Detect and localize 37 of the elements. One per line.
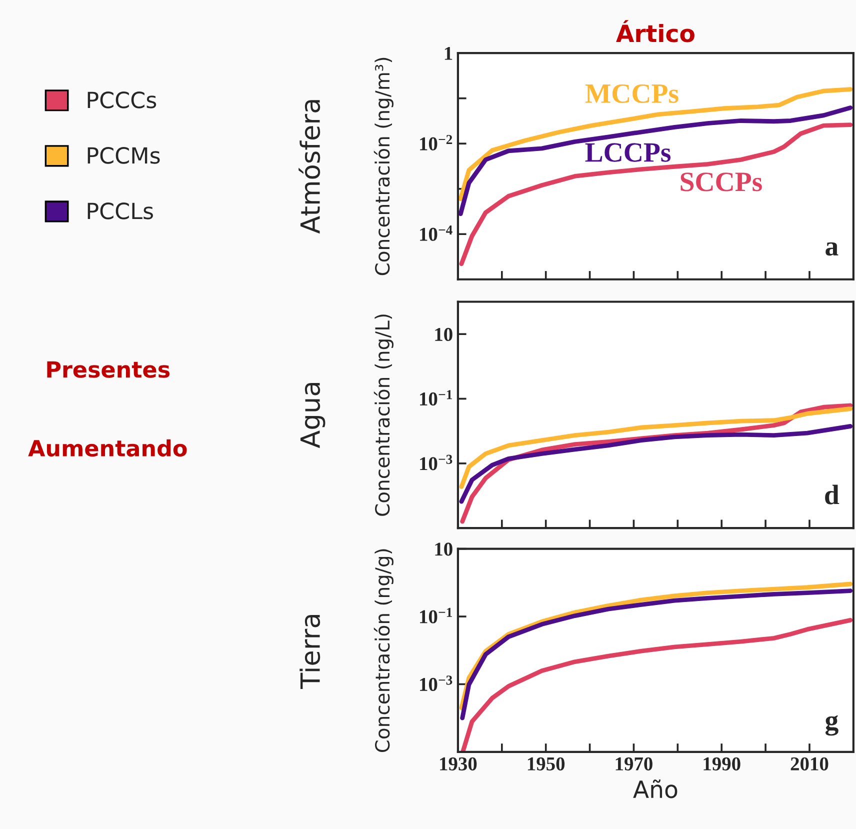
- y-axis-title: Concentración (ng/g): [374, 549, 394, 752]
- text: Tierra: [300, 615, 320, 689]
- line-series: [460, 618, 853, 752]
- x-tick-label: 1930: [440, 757, 477, 770]
- y-tick-label: 10$^{−2}$: [420, 134, 452, 150]
- annotation: MCCPs: [585, 84, 678, 104]
- text: Agua: [300, 383, 326, 448]
- y-axis-title: Concentración (ng/m³): [374, 58, 394, 276]
- legend-label: PCCCs: [88, 92, 156, 108]
- annotation: LCCPs: [585, 143, 671, 162]
- y-tick-label: 10$^{−4}$: [420, 225, 452, 241]
- text: Atmósfera: [298, 100, 320, 234]
- annotation: SCCPs: [680, 172, 762, 192]
- x-tick-label: 1950: [528, 757, 565, 770]
- x-tick-label: 2010: [790, 757, 828, 770]
- y-tick-label: 10: [435, 542, 452, 556]
- chart-title: Ártico: [616, 20, 694, 42]
- text: Presentes: [47, 361, 170, 378]
- text: Aumentando: [28, 439, 187, 457]
- line-series: [458, 105, 853, 216]
- line-series: [459, 424, 853, 504]
- line-series: [459, 122, 853, 266]
- y-tick-label: 10$^{−1}$: [420, 390, 452, 406]
- x-tick-label: 1990: [704, 757, 740, 770]
- y-tick-label: 10$^{−3}$: [420, 454, 452, 470]
- y-tick-label: 1: [444, 46, 452, 60]
- y-tick-label: 10$^{−3}$: [420, 676, 452, 692]
- y-axis-title: Concentración (ng/L): [374, 314, 394, 516]
- y-tick-label: 10: [435, 328, 452, 342]
- annotation: g: [825, 715, 838, 736]
- x-axis-title: Año: [633, 780, 678, 798]
- legend-label: PCCMs: [88, 147, 160, 164]
- y-tick-label: 10$^{−1}$: [420, 608, 452, 624]
- x-tick-label: 1970: [616, 757, 652, 770]
- annotation: d: [825, 484, 840, 504]
- annotation: a: [826, 242, 838, 256]
- legend-label: PCCLs: [88, 202, 153, 220]
